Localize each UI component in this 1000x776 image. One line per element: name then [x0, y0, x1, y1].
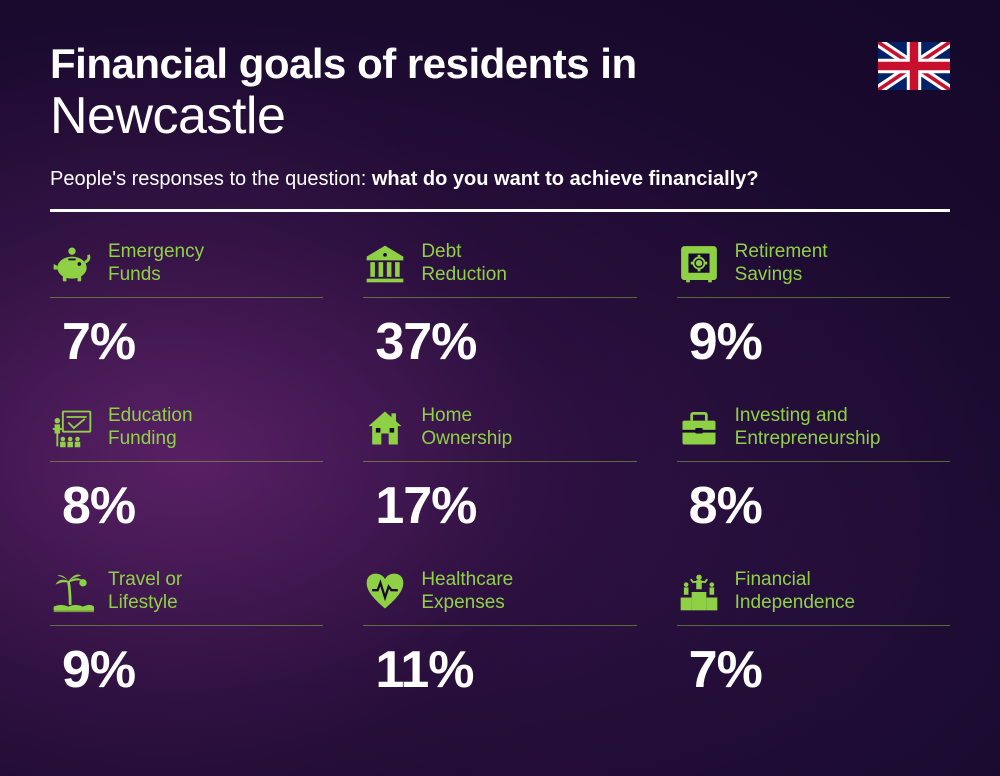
card-home-ownership: Home Ownership 17%: [363, 404, 636, 536]
card-label: Financial Independence: [735, 569, 855, 615]
card-value: 8%: [62, 476, 323, 536]
card-label: Investing and Entrepreneurship: [735, 405, 881, 451]
subtitle-prefix: People's responses to the question:: [50, 168, 372, 190]
card-healthcare-expenses: Healthcare Expenses 11%: [363, 568, 636, 700]
title-city: Newcastle: [50, 86, 950, 146]
card-value: 8%: [689, 476, 950, 536]
briefcase-icon: [677, 406, 721, 450]
card-label: Emergency Funds: [108, 241, 204, 287]
card-emergency-funds: Emergency Funds 7%: [50, 240, 323, 372]
card-value: 11%: [375, 640, 636, 700]
stats-grid: Emergency Funds 7% Debt Reduction 37% Re…: [50, 240, 950, 700]
house-icon: [363, 406, 407, 450]
card-label: Debt Reduction: [421, 241, 507, 287]
title-line1: Financial goals of residents in: [50, 40, 950, 88]
card-value: 37%: [375, 312, 636, 372]
card-label: Retirement Savings: [735, 241, 828, 287]
card-retirement-savings: Retirement Savings 9%: [677, 240, 950, 372]
uk-flag-icon: [878, 42, 950, 90]
card-investing-entrepreneurship: Investing and Entrepreneurship 8%: [677, 404, 950, 536]
card-value: 7%: [62, 312, 323, 372]
header: Financial goals of residents in Newcastl…: [50, 40, 950, 212]
card-education-funding: Education Funding 8%: [50, 404, 323, 536]
podium-icon: [677, 570, 721, 614]
card-financial-independence: Financial Independence 7%: [677, 568, 950, 700]
piggy-bank-icon: [50, 242, 94, 286]
card-debt-reduction: Debt Reduction 37%: [363, 240, 636, 372]
palm-icon: [50, 570, 94, 614]
card-value: 17%: [375, 476, 636, 536]
card-label: Education Funding: [108, 405, 193, 451]
subtitle: People's responses to the question: what…: [50, 168, 950, 191]
bank-icon: [363, 242, 407, 286]
card-travel-lifestyle: Travel or Lifestyle 9%: [50, 568, 323, 700]
card-label: Travel or Lifestyle: [108, 569, 182, 615]
safe-icon: [677, 242, 721, 286]
card-label: Home Ownership: [421, 405, 512, 451]
divider: [50, 209, 950, 212]
card-value: 7%: [689, 640, 950, 700]
card-value: 9%: [62, 640, 323, 700]
card-value: 9%: [689, 312, 950, 372]
card-label: Healthcare Expenses: [421, 569, 513, 615]
heart-icon: [363, 570, 407, 614]
education-icon: [50, 406, 94, 450]
subtitle-question: what do you want to achieve financially?: [372, 168, 759, 190]
